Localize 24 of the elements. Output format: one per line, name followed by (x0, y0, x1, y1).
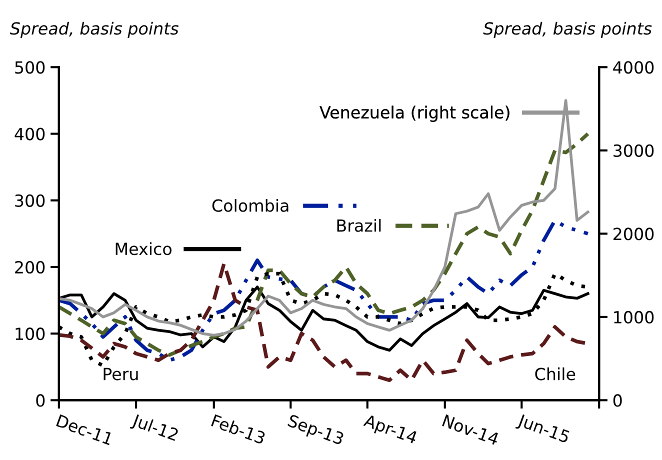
y2-tick-label: 2000 (614, 228, 654, 240)
legend-label: Colombia (212, 198, 288, 212)
y-tick-label: 200 (15, 260, 45, 274)
y2-tick-label: 4000 (613, 61, 654, 74)
line-series (58, 132, 590, 357)
y2-tick-label: 1000 (614, 310, 654, 324)
series-label: Chile (535, 367, 576, 380)
y-tick-label: 100 (16, 328, 45, 340)
legend-label: Brazil (337, 218, 381, 232)
legend-label: Mexico (116, 242, 172, 256)
y-tick-label: 300 (15, 194, 45, 207)
y-tick-label: 500 (15, 61, 45, 74)
y-axis-title: Spread, basis points (10, 22, 179, 38)
y2-tick-label: 0 (613, 394, 622, 407)
x-tick-label: Jun-15 (515, 414, 570, 446)
y2-tick-label: 3000 (614, 144, 654, 157)
y-tick-label: 0 (36, 394, 45, 407)
y2-axis-title: Spread, basis points (483, 22, 652, 38)
line-series (58, 99, 590, 337)
x-tick-label: Apr-14 (362, 414, 418, 448)
y-tick-label: 400 (14, 128, 45, 140)
series-label: Peru (104, 368, 138, 380)
legend-label: Venezuela (right scale) (320, 106, 510, 122)
x-tick-label: Jul-12 (130, 413, 179, 444)
